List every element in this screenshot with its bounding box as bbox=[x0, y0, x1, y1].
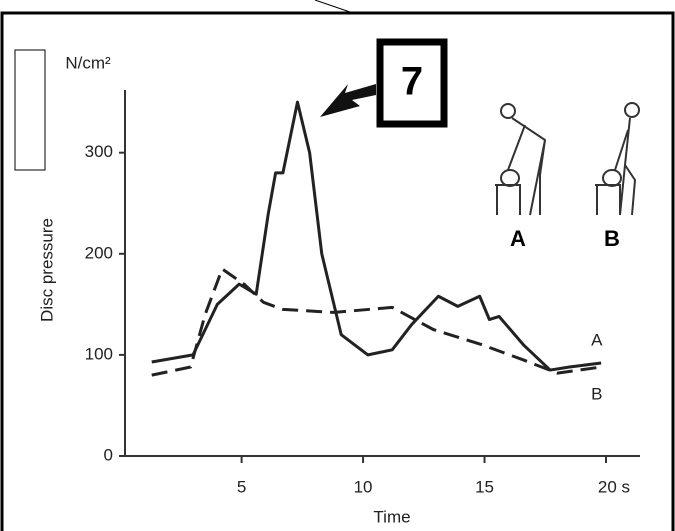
y-tick-label: 100 bbox=[85, 344, 113, 363]
arrow bbox=[320, 84, 376, 117]
y-tick-label: 300 bbox=[85, 142, 113, 161]
series-label: A bbox=[591, 330, 603, 349]
x-tick-label: 10 bbox=[354, 477, 373, 496]
figure-label: A bbox=[510, 226, 526, 251]
figure-b bbox=[595, 103, 639, 215]
y-tick-label: 200 bbox=[85, 243, 113, 262]
x-tick-label: 15 bbox=[475, 477, 494, 496]
series-label: B bbox=[591, 385, 602, 404]
chart: 7 A B N/cm² Disc pressure Time 0 100 200 30… bbox=[0, 0, 675, 531]
frame-line bbox=[315, 0, 350, 12]
blank-box bbox=[15, 50, 45, 170]
annotation: 7 bbox=[401, 60, 423, 104]
x-tick-label: 5 bbox=[237, 477, 246, 496]
x-axis-label: Time bbox=[373, 507, 410, 526]
y-axis-label: Disc pressure bbox=[37, 218, 56, 322]
figure-label: B bbox=[604, 226, 620, 251]
y-tick-label: 0 bbox=[104, 445, 113, 464]
x-tick-label: 20 s bbox=[598, 477, 630, 496]
page: {"chart_data": {"type": "line", "annotat… bbox=[0, 0, 675, 531]
series-line bbox=[152, 102, 601, 370]
y-unit: N/cm² bbox=[65, 53, 111, 72]
figure-a bbox=[495, 104, 545, 215]
series-line bbox=[152, 269, 601, 375]
